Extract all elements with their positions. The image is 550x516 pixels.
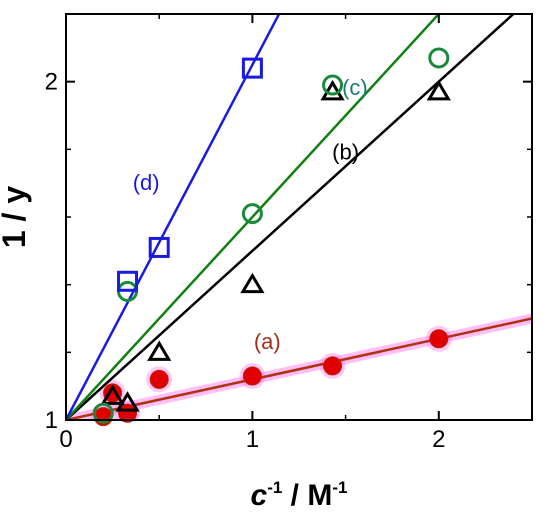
fit-line-d bbox=[66, 14, 281, 420]
x-tick-label: 2 bbox=[432, 426, 445, 453]
fit-line-c bbox=[66, 14, 441, 420]
y-tick-label: 2 bbox=[45, 69, 58, 96]
axis-ticks: 0 1 212 bbox=[45, 14, 532, 453]
fit-line-b bbox=[66, 14, 516, 420]
point-c bbox=[428, 47, 450, 69]
point-c bbox=[92, 402, 114, 424]
point-b bbox=[240, 272, 265, 294]
x-axis-title-base-sup: -1 bbox=[267, 478, 282, 497]
series-label-a: (a) bbox=[254, 329, 281, 354]
x-axis-title-unit: M bbox=[307, 479, 332, 512]
x-tick-label: 1 bbox=[246, 426, 259, 453]
point-d bbox=[117, 270, 139, 292]
fit-lines bbox=[66, 14, 532, 420]
point-a bbox=[429, 329, 449, 349]
point-b bbox=[100, 384, 125, 405]
point-b bbox=[115, 391, 140, 412]
point-b bbox=[320, 79, 345, 101]
point-a bbox=[149, 369, 169, 389]
y-tick-label: 1 bbox=[45, 407, 58, 434]
data-markers bbox=[92, 47, 451, 427]
x-tick-label: 0 bbox=[59, 426, 72, 453]
point-c bbox=[322, 74, 344, 96]
point-c bbox=[241, 203, 263, 225]
y-axis-title: 1 / y bbox=[0, 186, 32, 248]
series-label-b: (b) bbox=[332, 139, 359, 164]
x-axis-title: c-1 / M-1 bbox=[251, 478, 348, 512]
series-label-c: (c) bbox=[342, 75, 368, 100]
x-axis-title-base: c bbox=[251, 479, 268, 512]
point-d bbox=[241, 57, 263, 79]
point-b bbox=[426, 79, 451, 101]
x-axis-title-unit-sup: -1 bbox=[332, 478, 347, 497]
plot-frame bbox=[65, 13, 533, 421]
point-a bbox=[242, 366, 262, 386]
fit-line-a bbox=[66, 317, 532, 420]
series-label-d: (d) bbox=[133, 170, 160, 195]
point-b bbox=[147, 340, 172, 361]
point-a bbox=[323, 356, 343, 376]
x-axis-title-sep: / bbox=[282, 479, 307, 512]
point-d bbox=[148, 236, 170, 258]
series-labels: (a) (b) (c) (d) bbox=[133, 75, 368, 354]
